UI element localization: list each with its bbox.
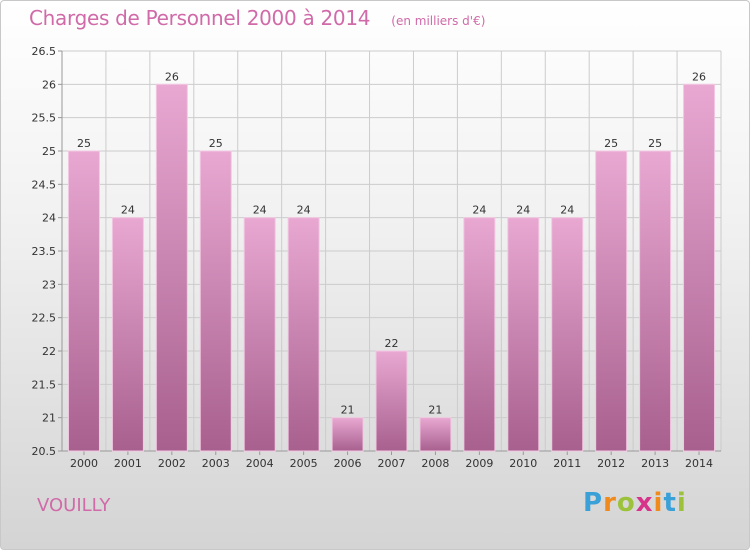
data-label: 22 <box>385 337 399 350</box>
y-tick-label: 21 <box>42 412 56 425</box>
x-tick-label: 2006 <box>334 457 362 470</box>
bar <box>331 417 364 452</box>
logo-letter: x <box>635 488 654 518</box>
commune-name: VOUILLY <box>37 495 111 516</box>
logo-letter: o <box>616 488 636 518</box>
y-tick-label: 26 <box>42 78 56 91</box>
bar <box>419 417 452 452</box>
data-label: 24 <box>297 204 311 217</box>
data-label: 24 <box>253 204 267 217</box>
bar <box>463 217 496 452</box>
data-label: 21 <box>341 404 355 417</box>
x-tick-labels: 2000 2001 2002 2003 2004 2005 2006 2007 2008 2009… <box>70 457 713 470</box>
x-tick-label: 2007 <box>378 457 406 470</box>
y-tick-label: 25 <box>42 145 56 158</box>
x-tick-label: 2001 <box>114 457 142 470</box>
x-tick-label: 2012 <box>597 457 625 470</box>
bar <box>507 217 540 452</box>
y-tick-labels: 20.5 21 21.5 22 22.5 23 23.5 24 24.5 25 25.5 26 26.5 <box>32 45 57 458</box>
bar <box>67 150 100 452</box>
logo-letter: i <box>676 488 687 518</box>
chart-header: Charges de Personnel 2000 à 2014 (en mil… <box>29 6 485 30</box>
logo-letter: r <box>603 488 617 518</box>
data-label: 25 <box>604 137 618 150</box>
x-tick-label: 2013 <box>641 457 669 470</box>
data-label: 21 <box>428 404 442 417</box>
y-tick-label: 20.5 <box>32 445 57 458</box>
bar <box>243 217 276 452</box>
x-tick-label: 2014 <box>685 457 713 470</box>
logo-letter: P <box>583 488 604 518</box>
logo-letter: t <box>663 488 677 518</box>
bar <box>287 217 320 452</box>
bar <box>111 217 144 452</box>
data-label: 25 <box>648 137 662 150</box>
x-tick-label: 2008 <box>421 457 449 470</box>
data-label: 24 <box>516 204 530 217</box>
bar <box>595 150 628 452</box>
bar <box>551 217 584 452</box>
y-tick-label: 21.5 <box>32 378 57 391</box>
chart-title: Charges de Personnel 2000 à 2014 <box>29 6 371 30</box>
bar <box>639 150 672 452</box>
y-tick-label: 22.5 <box>32 312 57 325</box>
data-label: 25 <box>77 137 91 150</box>
x-tick-label: 2011 <box>553 457 581 470</box>
proxiti-logo: Proxiti <box>583 488 687 518</box>
bar <box>375 350 408 452</box>
y-tick-label: 26.5 <box>32 45 57 58</box>
y-tick-label: 24 <box>42 212 56 225</box>
x-tick-label: 2005 <box>290 457 318 470</box>
data-labels: 25 24 26 25 24 24 21 22 21 24 24 24 25 25 26 <box>77 70 706 416</box>
data-label: 24 <box>560 204 574 217</box>
bars <box>67 83 716 452</box>
logo-letter: i <box>653 488 664 518</box>
x-tick-label: 2003 <box>202 457 230 470</box>
x-tick-label: 2002 <box>158 457 186 470</box>
x-tick-label: 2000 <box>70 457 98 470</box>
data-label: 25 <box>209 137 223 150</box>
bar <box>155 83 188 452</box>
y-tick-label: 24.5 <box>32 178 57 191</box>
chart-subtitle: (en milliers d'€) <box>391 14 486 28</box>
data-label: 26 <box>692 70 706 83</box>
data-label: 24 <box>121 204 135 217</box>
data-label: 26 <box>165 70 179 83</box>
bar <box>199 150 232 452</box>
y-tick-label: 23 <box>42 278 56 291</box>
x-tick-label: 2009 <box>465 457 493 470</box>
y-tick-label: 23.5 <box>32 245 57 258</box>
y-tick-label: 22 <box>42 345 56 358</box>
bar <box>683 83 716 452</box>
x-tick-label: 2010 <box>509 457 537 470</box>
y-tick-label: 25.5 <box>32 112 57 125</box>
x-tick-label: 2004 <box>246 457 274 470</box>
data-label: 24 <box>472 204 486 217</box>
